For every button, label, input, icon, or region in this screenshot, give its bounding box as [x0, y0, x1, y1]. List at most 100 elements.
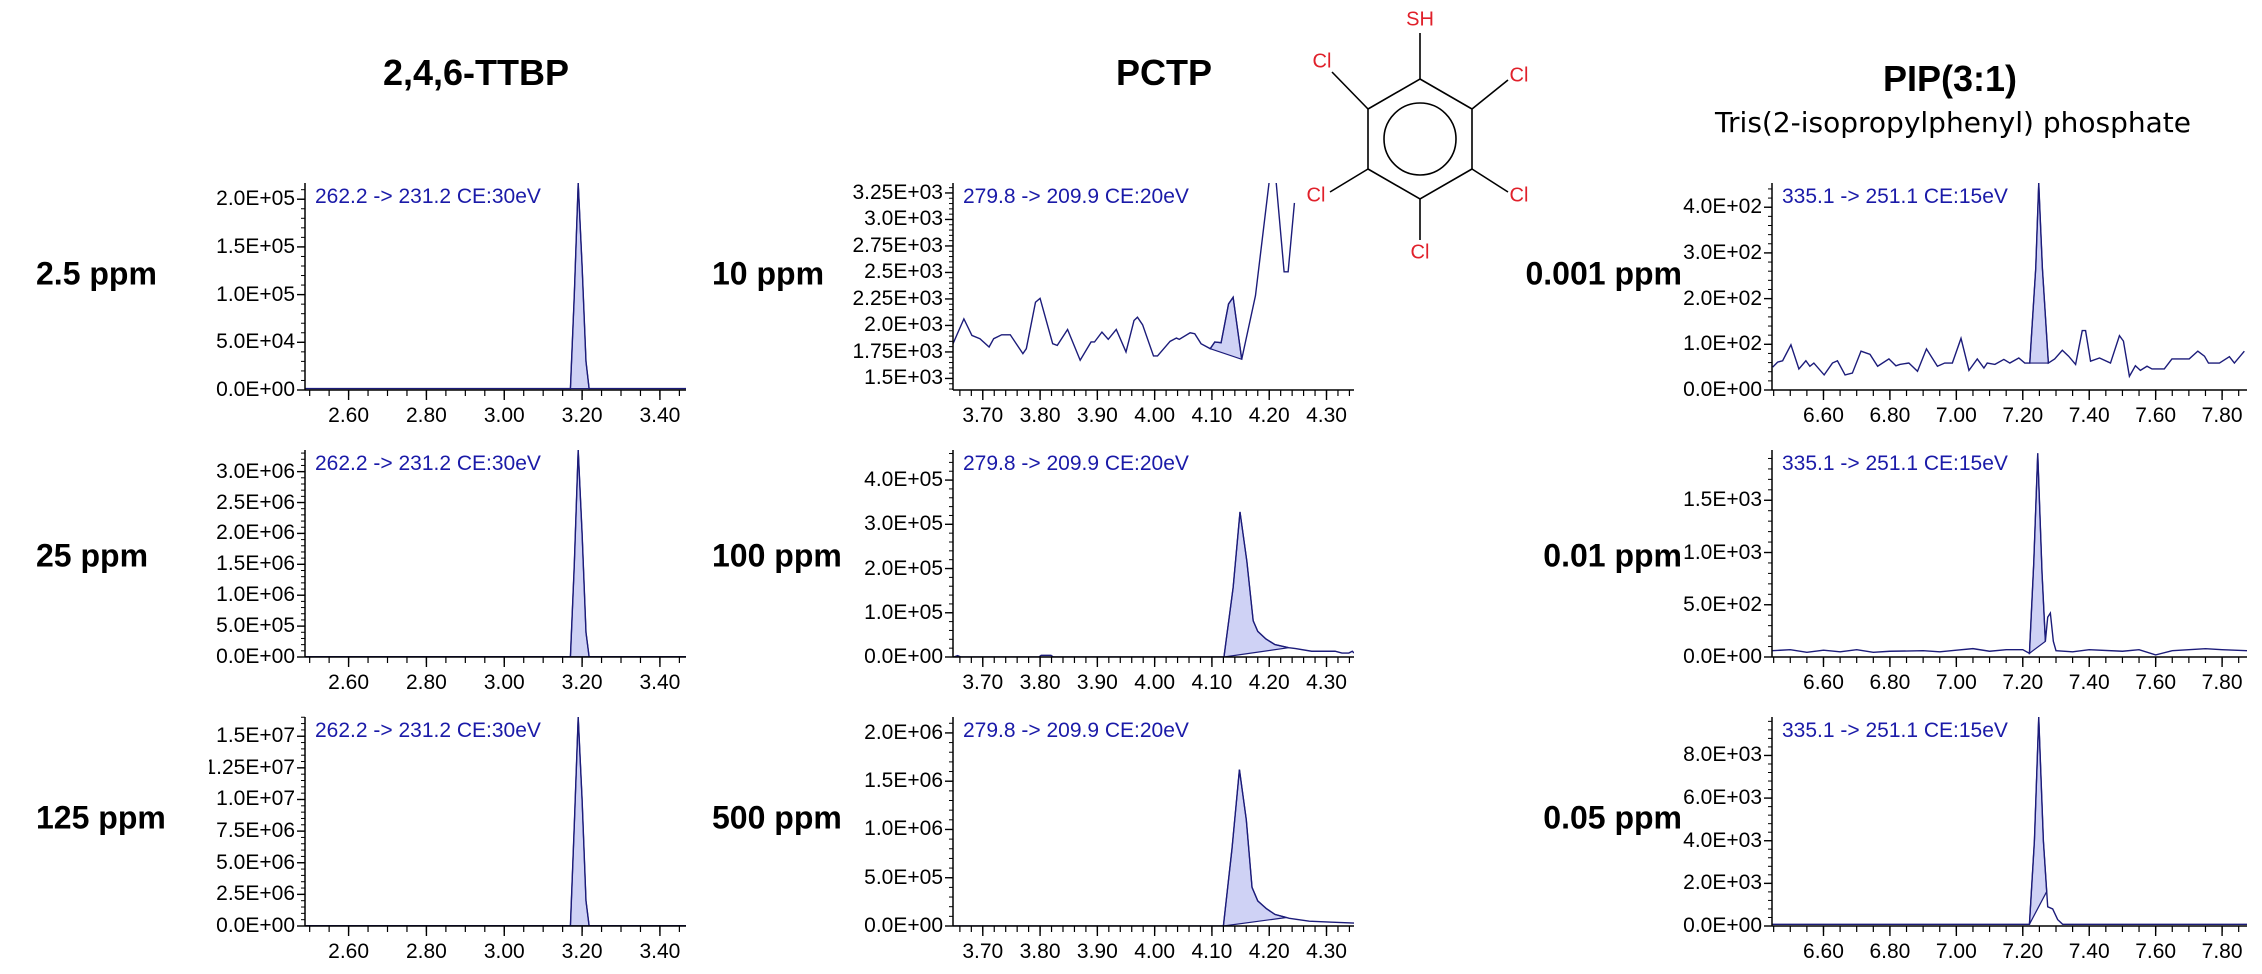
chromatogram-panel	[297, 183, 686, 400]
y-tick-label: 1.5E+05	[216, 234, 295, 258]
chromatogram-trace	[953, 769, 1354, 926]
chromatogram-panel	[297, 450, 686, 667]
x-tick-label: 3.90	[1076, 671, 1118, 694]
x-tick-label: 6.60	[1803, 940, 1844, 963]
compound-title-ttbp: 2,4,6-TTBP	[382, 52, 570, 93]
x-tick-label: 7.60	[2135, 404, 2177, 427]
y-tick-label: 5.0E+05	[216, 614, 295, 638]
concentration-label: 500 ppm	[712, 799, 842, 836]
chromatogram-trace	[953, 183, 1296, 362]
x-tick-label: 2.60	[328, 404, 370, 427]
x-tick-label: 4.00	[1134, 404, 1176, 427]
aromatic-circle	[1383, 102, 1457, 176]
y-tick-label: 1.75E+03	[852, 339, 943, 363]
peak-area	[2029, 183, 2050, 364]
y-tick-labels: 0.0E+00 5.0E+05 1.0E+06 1.5E+06 2.0E+06 2.5E+…	[209, 0, 297, 974]
chromatogram-trace	[305, 717, 686, 926]
y-tick-label: 0.0E+00	[216, 914, 295, 937]
y-tick-label: 0.0E+00	[864, 914, 943, 937]
y-tick-label: 0.0E+00	[1683, 378, 1762, 401]
x-tick-label: 2.60	[328, 940, 370, 963]
x-tick-label: 3.40	[639, 671, 681, 694]
y-tick-label: 1.0E+06	[864, 817, 943, 841]
x-tick-label: 3.70	[962, 671, 1004, 694]
x-tick-label: 6.80	[1869, 940, 1911, 963]
x-tick-label: 7.40	[2068, 671, 2110, 694]
y-tick-label: 3.0E+06	[216, 459, 295, 483]
y-tick-label: 2.0E+03	[1683, 871, 1762, 895]
x-tick-label: 3.20	[561, 940, 603, 963]
x-tick-label: 3.80	[1019, 404, 1061, 427]
x-tick-label: 6.80	[1869, 671, 1911, 694]
chromatogram-panel	[945, 717, 1354, 936]
x-tick-label: 7.60	[2135, 940, 2177, 963]
x-tick-label: 7.60	[2135, 671, 2177, 694]
y-tick-label: 7.5E+06	[216, 819, 295, 843]
concentration-label: 25 ppm	[36, 537, 149, 574]
y-tick-label: 0.0E+00	[864, 645, 943, 668]
chromatogram-trace	[1772, 717, 2247, 925]
x-tick-label: 4.00	[1134, 940, 1176, 963]
concentration-label: 100 ppm	[712, 537, 842, 574]
y-tick-label: 1.5E+03	[1683, 488, 1762, 512]
bond-cl-lower-left	[1329, 168, 1369, 193]
y-tick-label: 2.0E+02	[1683, 286, 1762, 310]
y-tick-label: 1.5E+07	[216, 724, 295, 748]
y-tick-label: 6.0E+03	[1683, 786, 1762, 810]
chromatogram-panel	[297, 716, 686, 936]
y-tick-label: 0.0E+00	[1683, 914, 1762, 937]
x-tick-label: 4.30	[1306, 671, 1347, 694]
x-tick-label: 3.90	[1076, 404, 1118, 427]
chromatogram-panel	[945, 183, 1354, 400]
y-tick-label: 2.75E+03	[852, 233, 943, 257]
x-tick-label: 4.10	[1191, 671, 1233, 694]
x-tick-label: 4.10	[1191, 940, 1233, 963]
x-tick-label: 4.00	[1134, 671, 1176, 694]
y-tick-label: 1.5E+06	[864, 769, 943, 793]
peak-area	[2028, 453, 2046, 655]
chromatogram-trace	[305, 450, 686, 657]
y-tick-label: 2.0E+06	[864, 720, 943, 744]
chromatogram-trace	[305, 183, 686, 390]
x-tick-label: 3.00	[483, 671, 525, 694]
y-tick-label: 1.0E+06	[216, 583, 295, 607]
x-tick-label: 2.80	[405, 671, 447, 694]
x-tick-label: 4.30	[1306, 404, 1347, 427]
bond-cl-upper-left	[1331, 71, 1369, 110]
atom-label-sh: SH	[1406, 8, 1434, 31]
y-tick-labels: 0.0E+00 2.0E+03 4.0E+03 6.0E+03 8.0E+03	[1496, 0, 1764, 974]
y-tick-label: 2.0E+06	[216, 521, 295, 545]
chromatogram-panel	[1764, 183, 2247, 400]
y-tick-label: 1.0E+02	[1683, 332, 1762, 356]
y-tick-label: 3.25E+03	[852, 180, 943, 204]
transition-annotation: 262.2 -> 231.2 CE:30eV	[315, 719, 541, 742]
transition-annotation: 262.2 -> 231.2 CE:30eV	[315, 185, 541, 208]
atom-label-cl: Cl	[1312, 50, 1332, 73]
y-tick-label: 2.0E+05	[216, 187, 295, 211]
atom-label-cl: Cl	[1410, 241, 1430, 264]
y-tick-label: 1.5E+03	[864, 366, 943, 390]
y-tick-labels: 0.0E+00 5.0E+05 1.0E+06 1.5E+06 2.0E+06	[851, 0, 945, 974]
y-tick-label: 8.0E+03	[1683, 743, 1762, 767]
atom-label-cl: Cl	[1509, 64, 1529, 87]
chromatogram-trace	[953, 511, 1354, 657]
x-tick-label: 3.00	[483, 940, 525, 963]
y-tick-labels: 1.5E+03 1.75E+03 2.0E+03 2.25E+03 2.5E+03 2.7…	[851, 0, 945, 974]
y-tick-label: 1.25E+07	[209, 755, 295, 779]
concentration-label: 0.01 ppm	[1543, 537, 1682, 574]
y-tick-label: 5.0E+05	[864, 865, 943, 889]
y-tick-labels: 0.0E+00 2.5E+06 5.0E+06 7.5E+06 1.0E+07 1.25E…	[209, 0, 297, 974]
transition-annotation: 335.1 -> 251.1 CE:15eV	[1782, 185, 2008, 208]
x-tick-label: 7.20	[2002, 940, 2044, 963]
bond-cl-upper-right	[1471, 79, 1509, 110]
concentration-label: 125 ppm	[36, 799, 166, 836]
compound-subtitle-pip: Tris(2-isopropylphenyl) phosphate	[1715, 106, 2191, 139]
chromatogram-panel	[1764, 450, 2247, 667]
x-tick-label: 3.80	[1019, 671, 1061, 694]
x-tick-label: 3.80	[1019, 940, 1061, 963]
x-tick-label: 4.30	[1306, 940, 1347, 963]
y-tick-labels: 0.0E+00 1.0E+02 2.0E+02 3.0E+02 4.0E+02	[1496, 0, 1764, 974]
y-tick-label: 2.5E+06	[216, 490, 295, 514]
y-tick-label: 4.0E+02	[1683, 195, 1762, 219]
